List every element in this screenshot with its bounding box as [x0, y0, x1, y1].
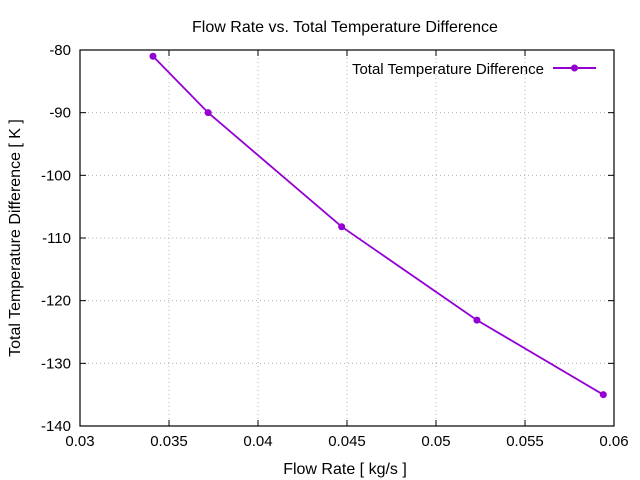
- x-tick-label: 0.04: [243, 433, 272, 450]
- chart-title: Flow Rate vs. Total Temperature Differen…: [192, 19, 498, 36]
- series-line: [152, 55, 604, 396]
- x-tick-label: 0.045: [328, 433, 366, 450]
- legend-marker: [571, 64, 578, 72]
- y-tick-labels: -140 -130 -120 -110 -100 -90 -80: [41, 42, 71, 435]
- data-point: [204, 109, 212, 117]
- x-tick-label: 0.03: [65, 433, 94, 450]
- data-point: [599, 391, 607, 399]
- y-tick-label: -120: [41, 293, 71, 310]
- y-tick-label: -130: [41, 355, 71, 372]
- legend-label: Total Temperature Difference: [352, 61, 544, 78]
- data-point: [338, 223, 346, 231]
- legend: Total Temperature Difference: [352, 61, 596, 78]
- y-tick-label: -80: [49, 42, 71, 59]
- grid: [80, 50, 614, 426]
- x-tick-label: 0.06: [599, 433, 628, 450]
- data-point: [149, 52, 157, 60]
- x-tick-labels: 0.03 0.035 0.04 0.045 0.05 0.055 0.06: [65, 433, 628, 450]
- y-tick-label: -90: [49, 105, 71, 122]
- x-axis-label: Flow Rate [ kg/s ]: [283, 461, 407, 478]
- x-tick-label: 0.05: [421, 433, 450, 450]
- series-layer: [149, 52, 607, 399]
- y-tick-label: -140: [41, 418, 71, 435]
- x-tick-label: 0.055: [506, 433, 544, 450]
- data-point: [473, 316, 481, 324]
- y-axis-label: Total Temperature Difference [ K ]: [7, 119, 24, 357]
- y-tick-label: -100: [41, 167, 71, 184]
- plot-frame: [79, 49, 615, 427]
- x-tick-label: 0.035: [150, 433, 188, 450]
- y-tick-label: -110: [42, 230, 71, 247]
